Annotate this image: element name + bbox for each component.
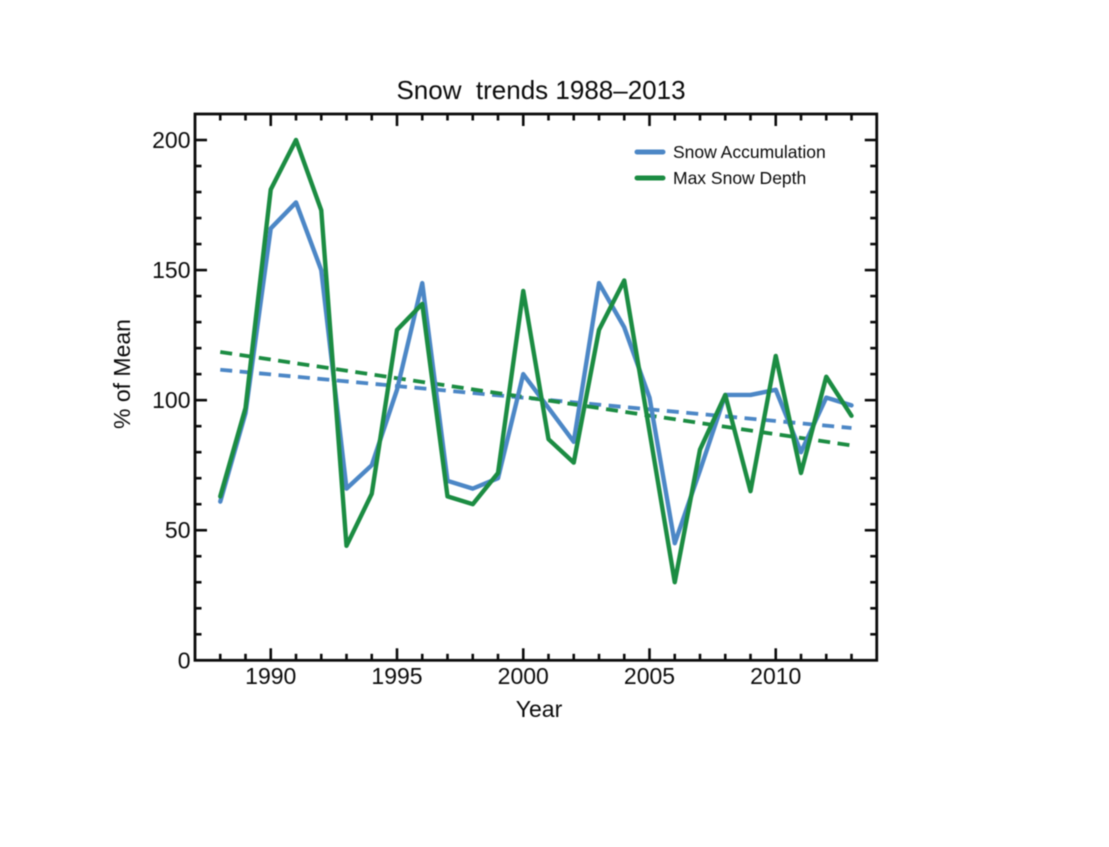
series-snow-accumulation — [218, 200, 854, 546]
x-tick-label: 2005 — [624, 663, 675, 689]
y-tick-label: 200 — [152, 127, 190, 153]
chart-title: Snow trends 1988–2013 — [396, 75, 685, 105]
y-tick-label: 0 — [178, 647, 191, 673]
series-max-snow-depth — [218, 137, 854, 585]
max-snow-depth-trend — [219, 350, 852, 448]
x-tick-label: 2010 — [750, 663, 801, 689]
legend-label-max-snow-depth: Max Snow Depth — [673, 168, 806, 188]
data-series — [218, 137, 854, 585]
plot-border — [193, 112, 879, 662]
plot-frame — [193, 112, 879, 662]
x-tick-label: 1990 — [245, 663, 296, 689]
y-tick-label: 100 — [152, 387, 190, 413]
y-tick-label: 50 — [165, 517, 191, 543]
y-tick-label: 150 — [152, 257, 190, 283]
trend-lines — [219, 350, 852, 448]
x-tick-label: 2000 — [498, 663, 549, 689]
x-tick-label: 1995 — [371, 663, 422, 689]
legend-label-snow-accumulation: Snow Accumulation — [673, 142, 826, 162]
tick-labels: 1990 1995 2000 2005 2010 0 50 100 150 200 — [152, 127, 801, 689]
y-axis-label: % of Mean — [109, 319, 135, 429]
legend: Snow Accumulation Max Snow Depth — [634, 142, 826, 188]
x-axis-label: Year — [516, 696, 563, 722]
